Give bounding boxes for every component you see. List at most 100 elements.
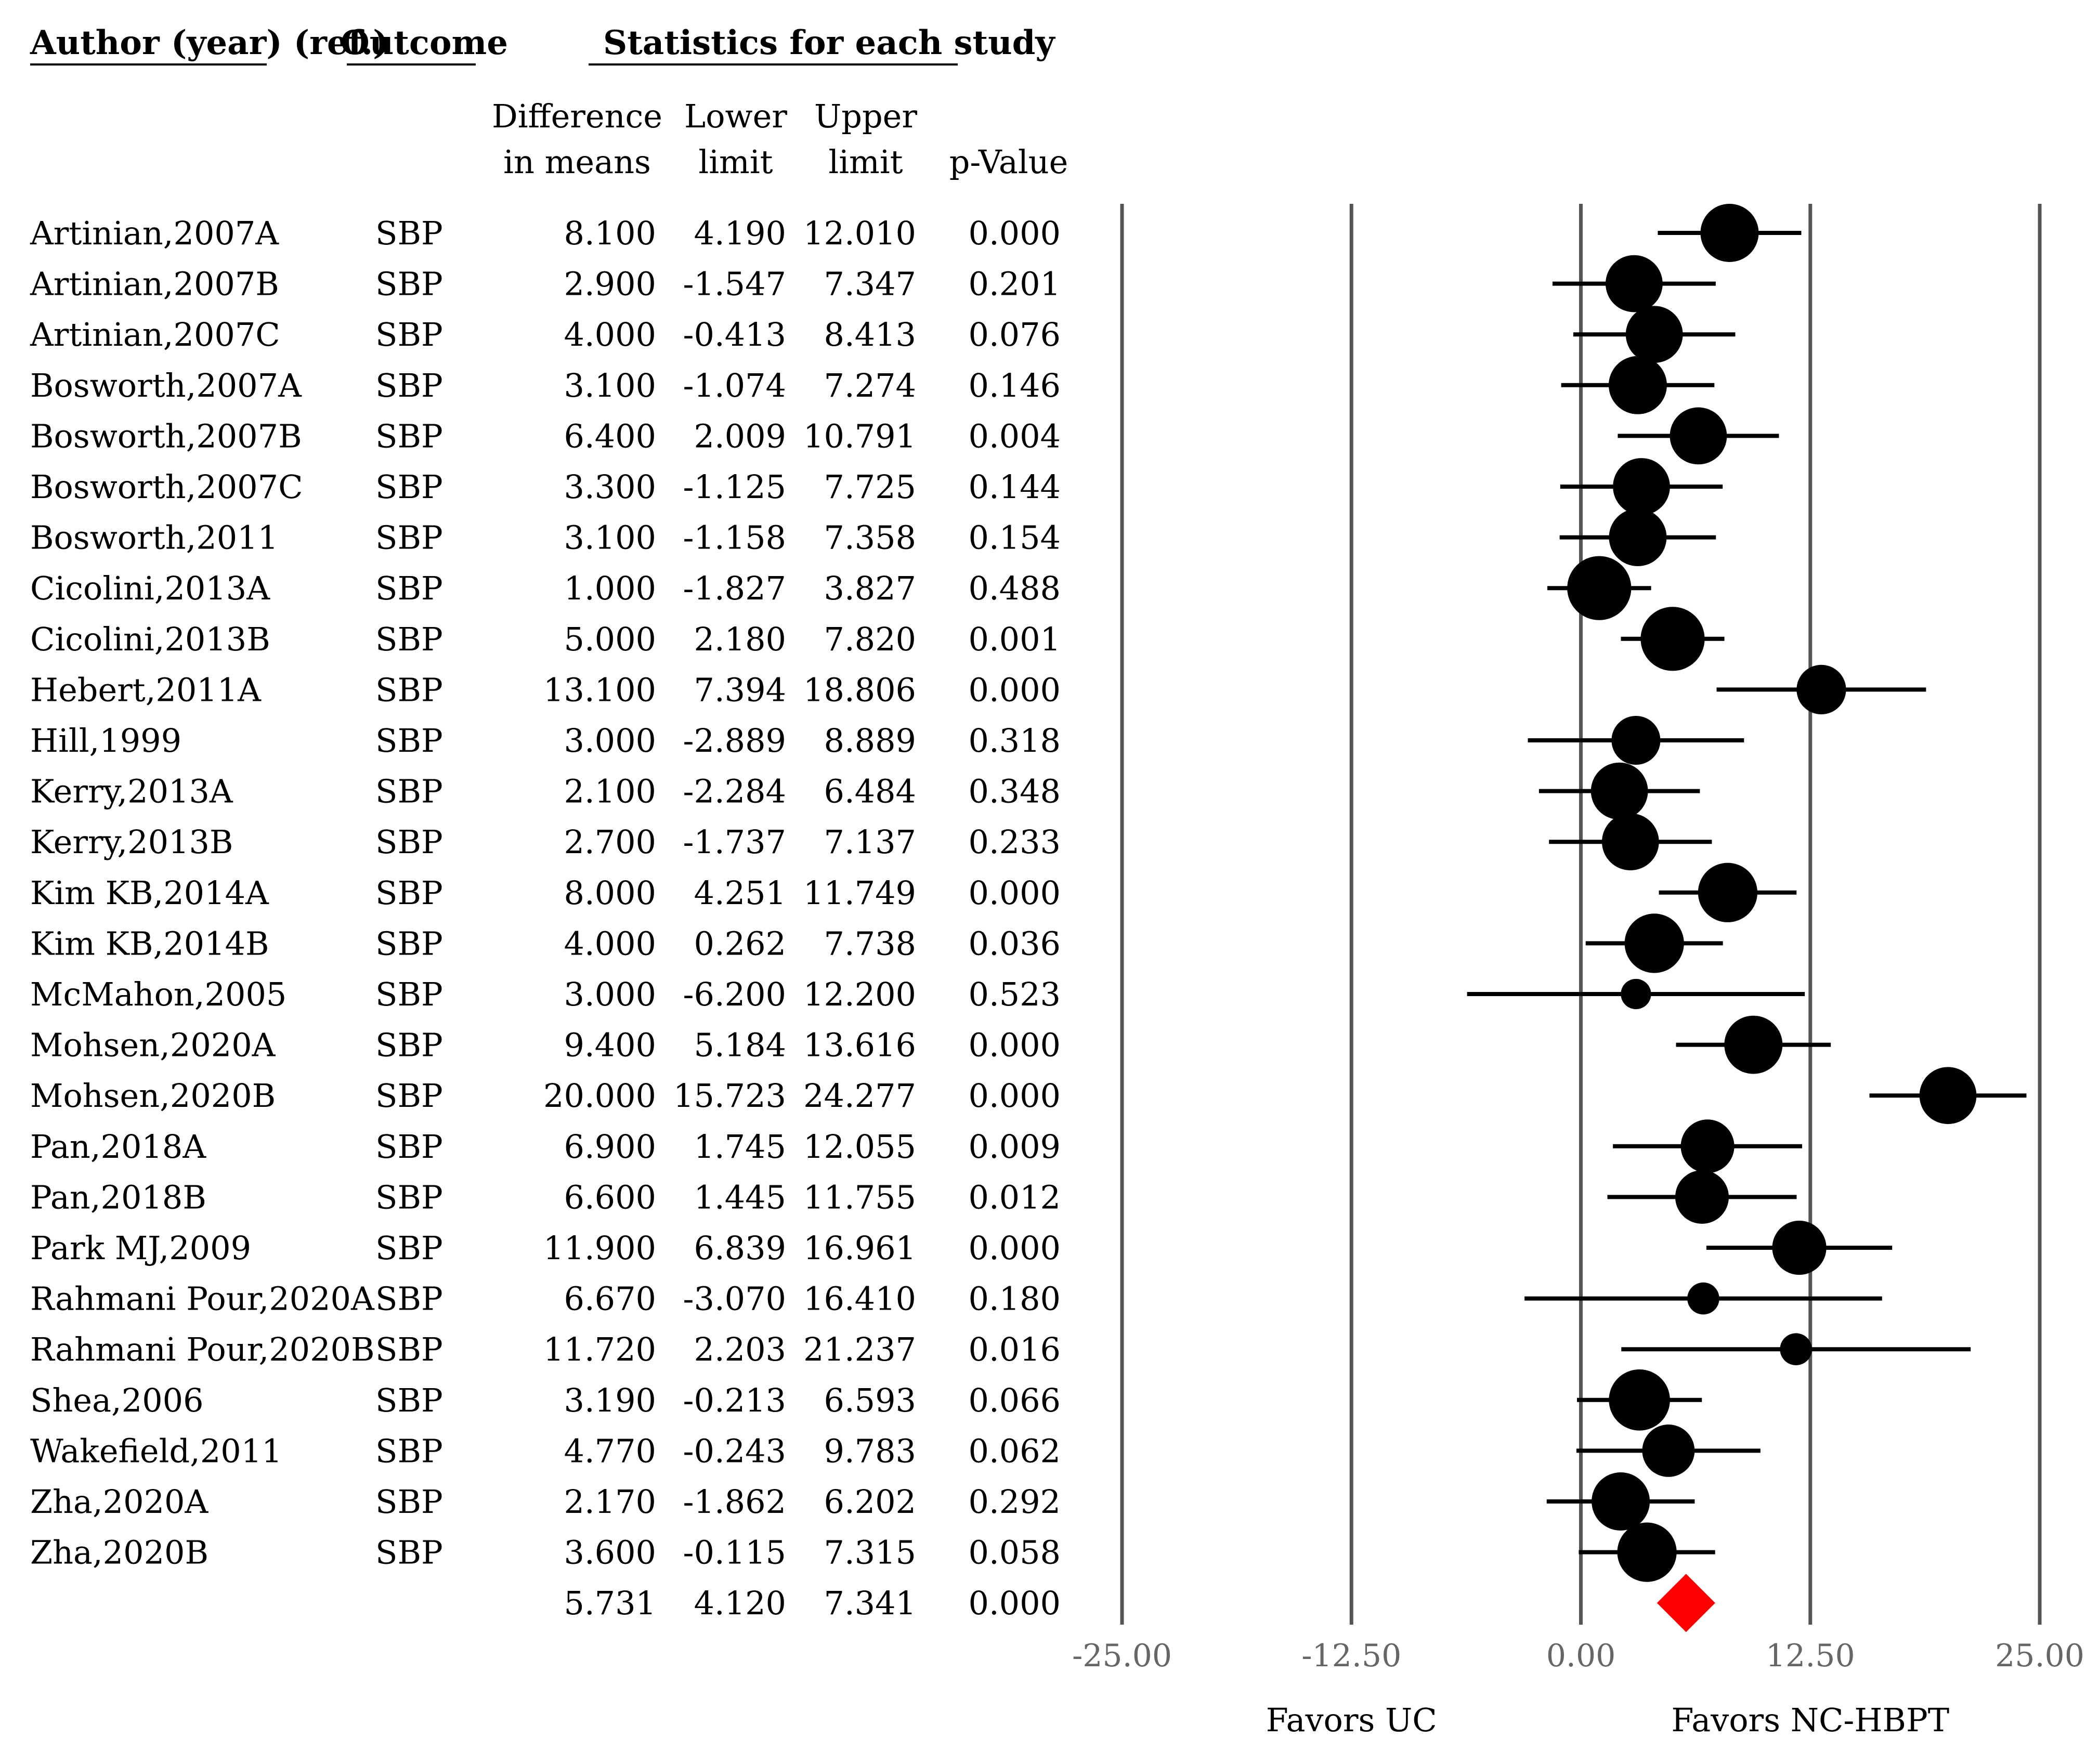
study-p-value: 0.000 (969, 1229, 1061, 1267)
study-difference: 4.770 (564, 1432, 657, 1470)
difference-header-line1: Difference (492, 97, 662, 135)
study-lower-limit: -0.115 (683, 1534, 786, 1572)
study-difference: 4.000 (564, 924, 657, 962)
summary-diamond (1657, 1574, 1715, 1632)
study-outcome: SBP (375, 1077, 443, 1115)
study-outcome: SBP (375, 569, 443, 607)
study-outcome: SBP (375, 1330, 443, 1368)
study-effect-marker (1608, 356, 1667, 414)
study-p-value: 0.146 (969, 367, 1061, 404)
study-p-value: 0.154 (969, 519, 1061, 557)
study-upper-limit: 6.593 (824, 1381, 917, 1419)
pvalue-header: p-Value (949, 143, 1068, 181)
x-tick-label: 0.00 (1546, 1638, 1616, 1674)
study-p-value: 0.000 (969, 671, 1061, 709)
study-upper-limit: 7.274 (824, 367, 917, 404)
study-lower-limit: 4.190 (694, 214, 787, 252)
study-difference: 13.100 (543, 671, 656, 709)
favors-nc-hbpt-label: Favors NC-HBPT (1671, 1701, 1949, 1739)
study-upper-limit: 6.484 (824, 773, 917, 811)
study-lower-limit: -1.158 (683, 519, 786, 557)
study-author: Kerry,2013B (30, 823, 233, 861)
study-difference: 8.100 (564, 214, 657, 252)
study-effect-marker (1796, 664, 1846, 714)
study-upper-limit: 6.202 (824, 1483, 917, 1521)
study-p-value: 0.062 (969, 1432, 1061, 1470)
study-author: Shea,2006 (30, 1381, 204, 1419)
study-p-value: 0.036 (969, 924, 1061, 962)
study-p-value: 0.144 (969, 468, 1061, 506)
x-tick-label: -12.50 (1301, 1638, 1401, 1674)
study-difference: 9.400 (564, 1026, 657, 1064)
study-p-value: 0.180 (969, 1280, 1061, 1318)
study-outcome: SBP (375, 874, 443, 912)
study-outcome: SBP (375, 722, 443, 760)
study-lower-limit: 2.009 (694, 417, 787, 455)
study-author: Park MJ,2009 (30, 1229, 251, 1267)
study-difference: 5.000 (564, 620, 657, 658)
study-difference: 6.400 (564, 417, 657, 455)
study-author: Cicolini,2013B (30, 620, 270, 658)
study-p-value: 0.000 (969, 874, 1061, 912)
study-lower-limit: -1.862 (683, 1483, 786, 1521)
study-effect-marker (1611, 715, 1661, 765)
study-author: Bosworth,2007B (30, 417, 302, 455)
study-author: Artinian,2007B (30, 265, 279, 303)
study-p-value: 0.012 (969, 1178, 1061, 1216)
statistics-header-underline (589, 63, 958, 66)
study-outcome: SBP (375, 1534, 443, 1572)
study-effect-marker (1724, 1015, 1783, 1074)
study-lower-limit: 1.445 (694, 1178, 787, 1216)
study-author: Mohsen,2020B (30, 1077, 276, 1115)
study-effect-marker (1621, 978, 1651, 1010)
study-lower-limit: -1.074 (683, 367, 786, 404)
study-difference: 20.000 (543, 1077, 656, 1115)
study-upper-limit: 7.347 (824, 265, 917, 303)
study-difference: 3.100 (564, 367, 657, 404)
study-p-value: 0.000 (969, 214, 1061, 252)
study-difference: 2.170 (564, 1483, 657, 1521)
study-outcome: SBP (375, 1128, 443, 1166)
study-difference: 3.100 (564, 519, 657, 557)
study-outcome: SBP (375, 316, 443, 354)
study-author: Hebert,2011A (30, 671, 262, 709)
study-author: Hill,1999 (30, 722, 181, 760)
study-difference: 11.900 (543, 1229, 656, 1267)
study-lower-limit: -0.413 (683, 316, 786, 354)
study-outcome: SBP (375, 468, 443, 506)
study-difference: 3.000 (564, 722, 657, 760)
study-outcome: SBP (375, 519, 443, 557)
study-author: Bosworth,2007A (30, 367, 302, 404)
study-effect-marker (1642, 1425, 1695, 1477)
study-author: Rahmani Pour,2020B (30, 1330, 375, 1368)
study-author: Pan,2018B (30, 1178, 206, 1216)
study-author: Artinian,2007A (30, 214, 279, 252)
x-tick-label: 25.00 (1995, 1638, 2084, 1674)
study-effect-marker (1609, 1369, 1670, 1431)
study-difference: 11.720 (543, 1330, 656, 1368)
study-upper-limit: 7.820 (824, 620, 917, 658)
study-lower-limit: -2.889 (683, 722, 786, 760)
outcome-header: Outcome (341, 23, 508, 62)
study-p-value: 0.000 (969, 1026, 1061, 1064)
study-outcome: SBP (375, 265, 443, 303)
study-lower-limit: -0.213 (683, 1381, 786, 1419)
study-upper-limit: 9.783 (824, 1432, 917, 1470)
study-p-value: 0.066 (969, 1381, 1061, 1419)
summary-upper-limit: 7.341 (824, 1584, 917, 1622)
study-effect-marker (1780, 1333, 1813, 1365)
study-upper-limit: 18.806 (803, 671, 916, 709)
study-p-value: 0.016 (969, 1330, 1061, 1368)
study-outcome: SBP (375, 1229, 443, 1267)
summary-lower-limit: 4.120 (694, 1584, 787, 1622)
study-lower-limit: -6.200 (683, 975, 786, 1013)
study-p-value: 0.058 (969, 1534, 1061, 1572)
study-effect-marker (1601, 813, 1659, 871)
study-outcome: SBP (375, 1026, 443, 1064)
study-effect-marker (1698, 863, 1758, 922)
study-author: Rahmani Pour,2020A (30, 1280, 375, 1318)
study-upper-limit: 16.410 (803, 1280, 916, 1318)
study-difference: 8.000 (564, 874, 657, 912)
difference-header-line2: in means (503, 143, 651, 181)
